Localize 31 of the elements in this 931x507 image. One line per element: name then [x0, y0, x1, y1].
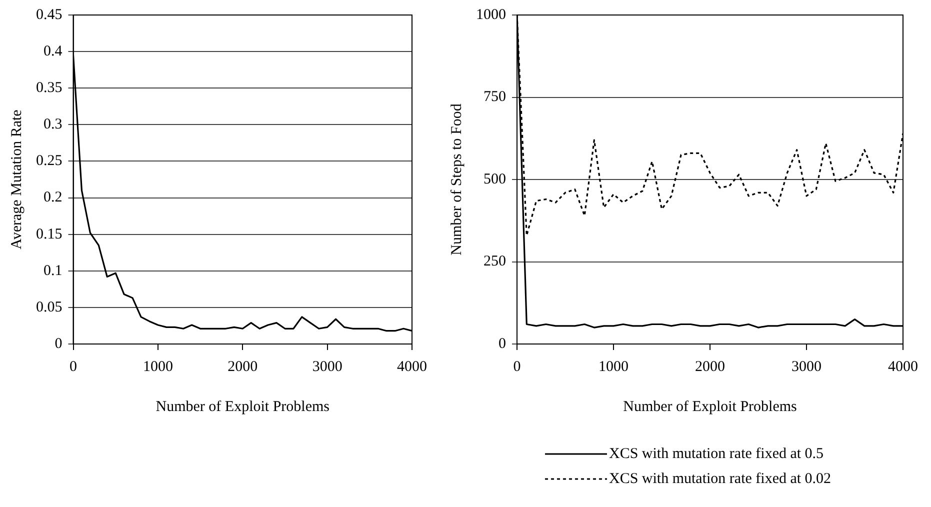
- x-tick-label: 4000: [397, 358, 427, 375]
- x-tick-label: 3000: [792, 358, 822, 375]
- x-tick-label: 0: [513, 358, 521, 375]
- y-tick-label: 0.35: [36, 80, 62, 96]
- x-tick-label: 0: [70, 358, 77, 375]
- y-tick-label: 0.2: [44, 190, 62, 206]
- y-tick-label: 0.15: [36, 226, 62, 242]
- x-axis-title: Number of Exploit Problems: [623, 398, 798, 415]
- x-tick-label: 3000: [312, 358, 342, 375]
- y-axis-title: Average Mutation Rate: [8, 109, 25, 250]
- x-tick-label: 1000: [142, 358, 173, 375]
- x-tick-label: 1000: [598, 358, 628, 375]
- y-tick-label: 0.4: [44, 43, 63, 60]
- y-tick-label: 0: [54, 336, 62, 352]
- x-tick-label: 2000: [228, 358, 258, 375]
- legend-label: XCS with mutation rate fixed at 0.5: [609, 446, 824, 462]
- y-tick-label: 500: [484, 171, 506, 188]
- y-tick-label: 0.3: [44, 116, 62, 133]
- y-tick-label: 0.05: [36, 299, 62, 316]
- y-axis-title: Number of Steps to Food: [448, 103, 465, 256]
- y-tick-label: 0.25: [36, 153, 62, 170]
- y-tick-label: 0.45: [36, 6, 62, 23]
- y-tick-label: 250: [484, 254, 506, 270]
- x-tick-label: 2000: [695, 358, 725, 375]
- y-tick-label: 0: [498, 336, 506, 352]
- y-tick-label: 1000: [476, 6, 506, 23]
- y-tick-label: 750: [484, 89, 506, 106]
- x-tick-label: 4000: [888, 358, 918, 375]
- legend-label: XCS with mutation rate fixed at 0.02: [609, 470, 832, 487]
- y-tick-label: 0.1: [44, 262, 62, 279]
- x-axis-title: Number of Exploit Problems: [156, 398, 330, 415]
